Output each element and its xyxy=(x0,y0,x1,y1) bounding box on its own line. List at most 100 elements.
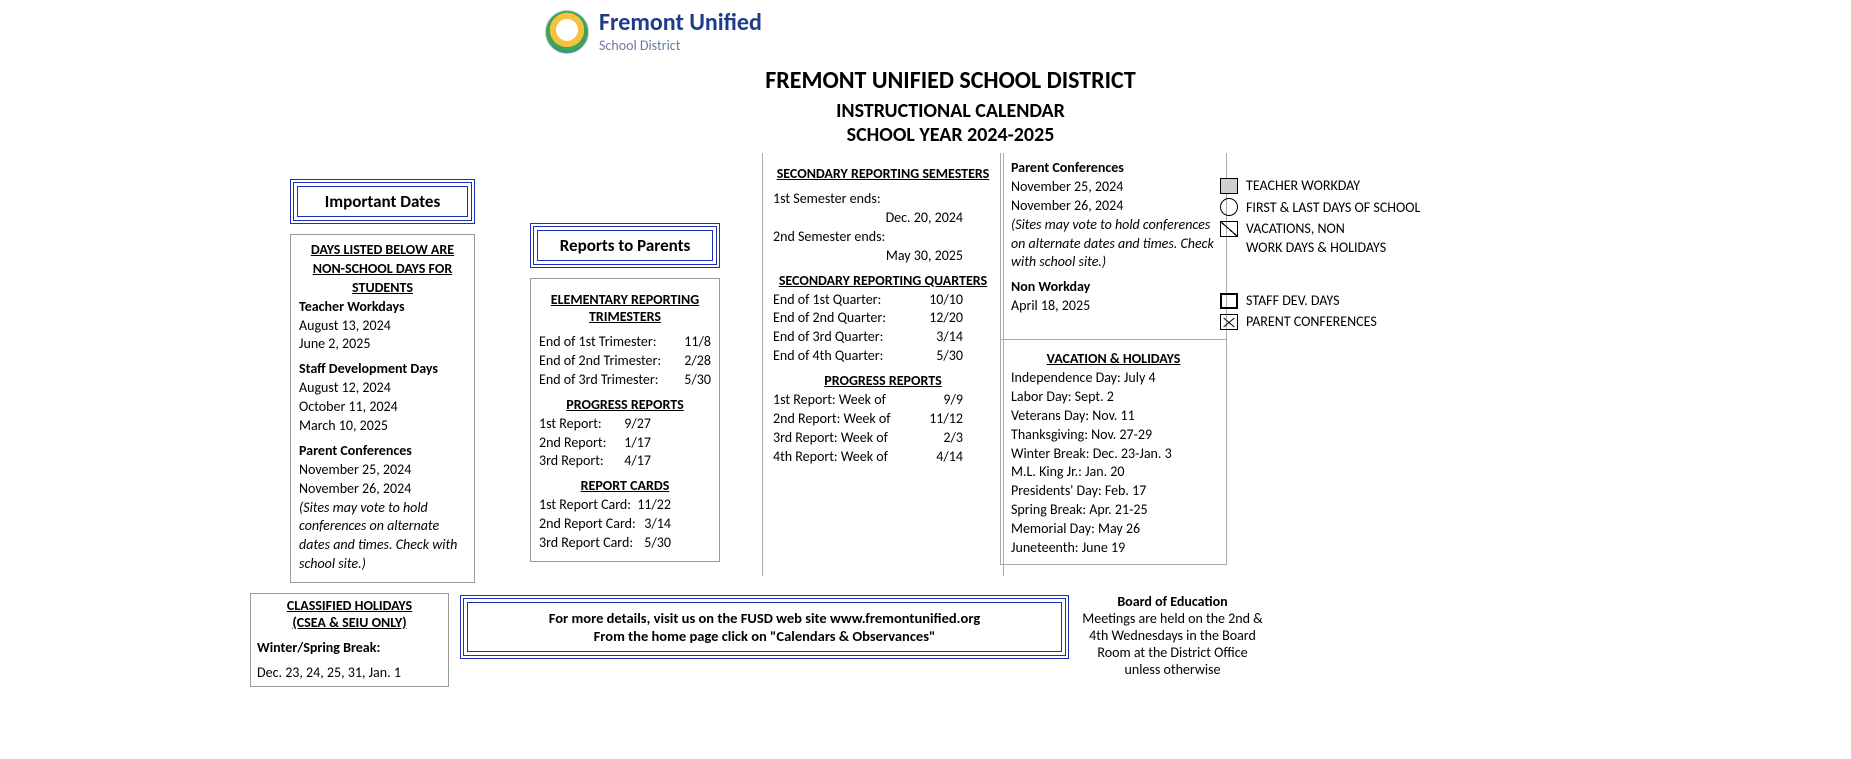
sec-quarters-head: SECONDARY REPORTING QUARTERS xyxy=(773,272,993,289)
classified-sub: (CSEA & SEIU ONLY) xyxy=(257,614,442,633)
rc2-val: 3/14 xyxy=(644,515,671,534)
holidays-box: VACATION & HOLIDAYS Independence Day: Ju… xyxy=(1000,339,1227,565)
reports-box: ELEMENTARY REPORTING TRIMESTERS End of 1… xyxy=(530,278,720,562)
spr3-label: 3rd Report: Week of xyxy=(773,429,888,448)
spr3-val: 2/3 xyxy=(943,429,963,448)
sem2-val: May 30, 2025 xyxy=(773,247,993,266)
rc2-label: 2nd Report Card: xyxy=(539,515,636,534)
details-line-1: For more details, visit us on the FUSD w… xyxy=(472,609,1057,627)
hol-8: Spring Break: Apr. 21-25 xyxy=(1011,501,1216,520)
header-logo-row: Fremont Unified School District xyxy=(545,10,1611,54)
q4-label: End of 4th Quarter: xyxy=(773,347,883,366)
spr1-val: 9/9 xyxy=(943,391,963,410)
pc-note: (Sites may vote to hold conferences on a… xyxy=(299,499,466,575)
winter-spring-head: Winter/Spring Break: xyxy=(257,639,442,658)
swatch-gray-icon xyxy=(1220,178,1238,194)
swatch-thick-icon xyxy=(1220,293,1238,309)
hol-4: Thanksgiving: Nov. 27-29 xyxy=(1011,426,1216,445)
sem2-label: 2nd Semester ends: xyxy=(773,228,993,247)
side-pc1: November 25, 2024 xyxy=(1011,178,1216,197)
hol-1: Independence Day: July 4 xyxy=(1011,369,1216,388)
side-column: Parent Conferences November 25, 2024 Nov… xyxy=(1000,153,1227,347)
legend-teacher-workday: TEACHER WORKDAY xyxy=(1220,177,1435,194)
side-nw-head: Non Workday xyxy=(1011,278,1216,297)
doc-title-1: FREMONT UNIFIED SCHOOL DISTRICT xyxy=(290,66,1611,95)
reports-column: Reports to Parents ELEMENTARY REPORTING … xyxy=(530,223,720,562)
pr1-val: 9/27 xyxy=(624,415,651,434)
legend-vacations: VACATIONS, NON xyxy=(1220,220,1435,237)
hol-7: Presidents' Day: Feb. 17 xyxy=(1011,482,1216,501)
important-dates-box: DAYS LISTED BELOW ARE NON-SCHOOL DAYS FO… xyxy=(290,234,475,583)
sem1-val: Dec. 20, 2024 xyxy=(773,209,993,228)
trim3-val: 5/30 xyxy=(684,371,711,390)
winter-spring-dates: Dec. 23, 24, 25, 31, Jan. 1 xyxy=(257,664,442,683)
pr2-val: 1/17 xyxy=(624,434,651,453)
legend-first-last: FIRST & LAST DAYS OF SCHOOL xyxy=(1220,198,1435,216)
q2-val: 12/20 xyxy=(929,309,963,328)
rc1-label: 1st Report Card: xyxy=(539,496,631,515)
hol-10: Juneteenth: June 19 xyxy=(1011,539,1216,558)
footer-row: CLASSIFIED HOLIDAYS (CSEA & SEIU ONLY) W… xyxy=(290,593,1611,703)
important-dates-column: Important Dates DAYS LISTED BELOW ARE NO… xyxy=(290,179,475,583)
teacher-workdays-head: Teacher Workdays xyxy=(299,298,466,317)
district-name-block: Fremont Unified School District xyxy=(599,11,762,54)
side-pc-head: Parent Conferences xyxy=(1011,159,1216,178)
sem1-label: 1st Semester ends: xyxy=(773,190,993,209)
pr3-val: 4/17 xyxy=(624,452,651,471)
pr1-label: 1st Report: xyxy=(539,415,602,434)
swatch-circle-icon xyxy=(1220,198,1238,216)
pr2-label: 2nd Report: xyxy=(539,434,606,453)
legend-l4: STAFF DEV. DAYS xyxy=(1246,292,1340,309)
q4-val: 5/30 xyxy=(936,347,963,366)
boe-body: Meetings are held on the 2nd & 4th Wedne… xyxy=(1080,610,1265,678)
important-dates-titlebox: Important Dates xyxy=(290,179,475,224)
reports-title: Reports to Parents xyxy=(537,230,713,261)
legend-l1: TEACHER WORKDAY xyxy=(1246,177,1360,194)
swatch-diagonal-icon xyxy=(1220,221,1238,237)
q3-val: 3/14 xyxy=(936,328,963,347)
report-cards-head: REPORT CARDS xyxy=(539,477,711,494)
hol-2: Labor Day: Sept. 2 xyxy=(1011,388,1216,407)
hol-3: Veterans Day: Nov. 11 xyxy=(1011,407,1216,426)
rc1-val: 11/22 xyxy=(637,496,671,515)
more-details-box: For more details, visit us on the FUSD w… xyxy=(460,595,1069,659)
trim2-label: End of 2nd Trimester: xyxy=(539,352,661,371)
legend-l5: PARENT CONFERENCES xyxy=(1246,313,1377,330)
legend-l3: VACATIONS, NON xyxy=(1246,220,1345,237)
swatch-x-icon xyxy=(1220,314,1238,330)
elem-trimesters-head: ELEMENTARY REPORTING TRIMESTERS xyxy=(539,291,711,325)
sec-semesters-head: SECONDARY REPORTING SEMESTERS xyxy=(773,165,993,182)
q3-label: End of 3rd Quarter: xyxy=(773,328,883,347)
pr3-label: 3rd Report: xyxy=(539,452,604,471)
spr2-val: 11/12 xyxy=(929,410,963,429)
trim3-label: End of 3rd Trimester: xyxy=(539,371,659,390)
boe-head: Board of Education xyxy=(1080,593,1265,610)
hol-6: M.L. King Jr.: Jan. 20 xyxy=(1011,463,1216,482)
district-logo-icon xyxy=(545,10,589,54)
spr1-label: 1st Report: Week of xyxy=(773,391,886,410)
spr4-label: 4th Report: Week of xyxy=(773,448,888,467)
side-nw1: April 18, 2025 xyxy=(1011,297,1216,316)
staff-dev-head: Staff Development Days xyxy=(299,360,466,379)
non-school-note: DAYS LISTED BELOW ARE NON-SCHOOL DAYS FO… xyxy=(299,241,466,298)
q2-label: End of 2nd Quarter: xyxy=(773,309,886,328)
hol-9: Memorial Day: May 26 xyxy=(1011,520,1216,539)
holidays-head: VACATION & HOLIDAYS xyxy=(1011,350,1216,367)
trim2-val: 2/28 xyxy=(684,352,711,371)
parent-conf-head: Parent Conferences xyxy=(299,442,466,461)
rc3-label: 3rd Report Card: xyxy=(539,534,633,553)
reports-titlebox: Reports to Parents xyxy=(530,223,720,268)
q1-label: End of 1st Quarter: xyxy=(773,291,881,310)
pc-date-1: November 25, 2024 xyxy=(299,461,466,480)
pc-date-2: November 26, 2024 xyxy=(299,480,466,499)
q1-val: 10/10 xyxy=(929,291,963,310)
side-pc2: November 26, 2024 xyxy=(1011,197,1216,216)
side-pc-note: (Sites may vote to hold conferences on a… xyxy=(1011,216,1216,273)
doc-title-3: SCHOOL YEAR 2024-2025 xyxy=(290,123,1611,147)
tw-date-1: August 13, 2024 xyxy=(299,317,466,336)
legend-staff-dev: STAFF DEV. DAYS xyxy=(1220,292,1435,309)
tw-date-2: June 2, 2025 xyxy=(299,335,466,354)
legend-parent-conf: PARENT CONFERENCES xyxy=(1220,313,1435,330)
sd-date-2: October 11, 2024 xyxy=(299,398,466,417)
legend-l2: FIRST & LAST DAYS OF SCHOOL xyxy=(1246,199,1420,216)
